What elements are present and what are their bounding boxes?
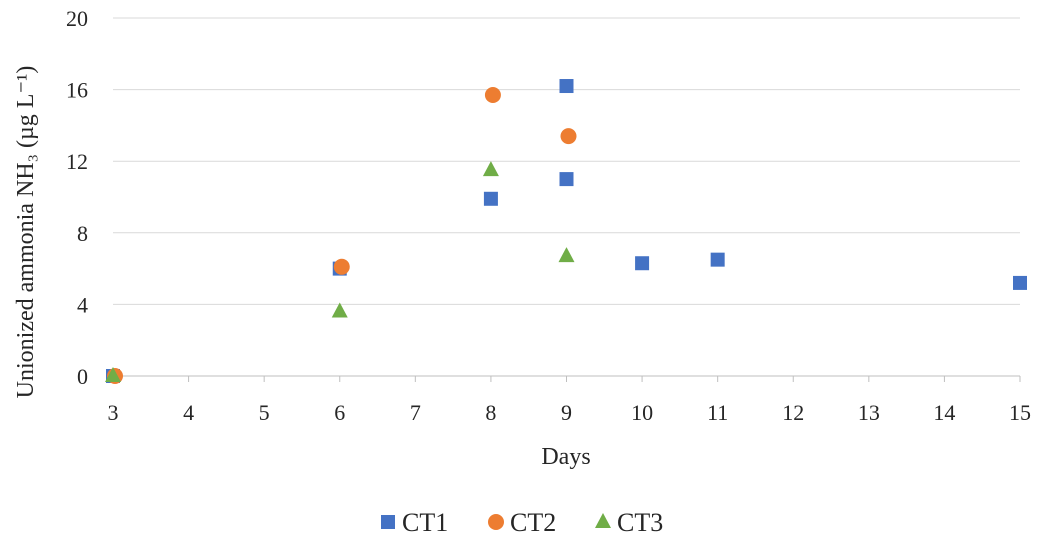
x-tick-label: 7 xyxy=(410,400,421,425)
legend-marker-ct3 xyxy=(595,513,611,528)
y-tick-label: 16 xyxy=(66,78,88,103)
y-tick-label: 0 xyxy=(77,364,88,389)
data-point-ct2 xyxy=(560,128,577,145)
x-axis-title: Days xyxy=(541,444,590,470)
data-point-ct1 xyxy=(710,252,725,267)
x-tick-label: 6 xyxy=(334,400,345,425)
legend-label: CT3 xyxy=(617,508,663,537)
data-point-ct3 xyxy=(558,247,575,263)
legend-label: CT2 xyxy=(510,508,556,537)
legend: CT1 CT2 CT3 xyxy=(381,508,663,537)
legend-item-ct3: CT3 xyxy=(595,508,663,537)
x-axis-ticks: 3 4 5 6 7 8 9 10 11 12 13 14 15 xyxy=(108,376,1031,425)
data-point-ct1 xyxy=(559,79,574,94)
x-tick-label: 13 xyxy=(858,400,880,425)
data-point-ct1 xyxy=(559,172,574,187)
x-tick-label: 10 xyxy=(631,400,653,425)
data-point-ct3 xyxy=(482,161,499,177)
y-tick-label: 20 xyxy=(66,6,88,31)
legend-item-ct2: CT2 xyxy=(488,508,556,537)
data-point-ct1 xyxy=(1013,275,1027,290)
series-ct2 xyxy=(107,86,577,384)
data-point-ct3 xyxy=(331,302,348,318)
data-point-ct1 xyxy=(635,256,650,271)
gridlines xyxy=(113,17,1020,377)
y-axis-title: Unionized ammonia NH₃ (µg L⁻¹) xyxy=(13,66,39,399)
data-points xyxy=(105,79,1027,384)
x-tick-label: 15 xyxy=(1009,400,1031,425)
x-tick-label: 8 xyxy=(485,400,496,425)
x-tick-label: 9 xyxy=(561,400,572,425)
legend-item-ct1: CT1 xyxy=(381,508,448,537)
y-tick-label: 4 xyxy=(77,292,88,317)
data-point-ct1 xyxy=(483,191,498,206)
data-point-ct3 xyxy=(105,367,121,382)
y-tick-label: 8 xyxy=(77,221,88,246)
x-tick-label: 14 xyxy=(933,400,955,425)
data-point-ct2 xyxy=(333,258,350,275)
x-tick-label: 5 xyxy=(259,400,270,425)
y-tick-label: 12 xyxy=(66,149,88,174)
legend-marker-ct2 xyxy=(488,514,504,530)
legend-marker-ct1 xyxy=(381,515,395,529)
series-ct1 xyxy=(106,79,1027,383)
x-tick-label: 12 xyxy=(782,400,804,425)
x-tick-label: 3 xyxy=(108,400,119,425)
data-point-ct2 xyxy=(484,86,501,103)
x-tick-label: 11 xyxy=(707,400,728,425)
y-axis-ticks: 0 4 8 12 16 20 xyxy=(66,6,88,389)
x-tick-label: 4 xyxy=(183,400,194,425)
series-ct3 xyxy=(105,161,575,382)
legend-label: CT1 xyxy=(402,508,448,537)
